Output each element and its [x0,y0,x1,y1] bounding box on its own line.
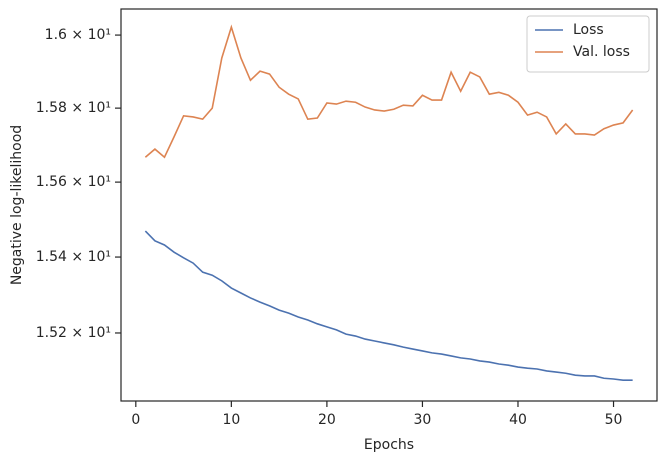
series-line [144,24,634,159]
legend-label: Loss [573,22,604,38]
x-tick-label: 30 [414,412,432,428]
legend-label: Val. loss [573,44,630,60]
x-tick-label: 10 [222,412,240,428]
y-tick-label: 1.58 × 10¹ [36,100,111,116]
y-tick-label: 1.56 × 10¹ [36,174,111,190]
y-axis-label: Negative log-likelihood [9,125,25,285]
y-tick-label: 1.54 × 10¹ [36,249,111,265]
series-line [144,230,633,381]
x-tick-label: 50 [605,412,623,428]
x-tick-label: 0 [131,412,140,428]
y-tick-label: 1.52 × 10¹ [36,325,111,341]
x-axis-label: Epochs [364,437,414,453]
y-tick-label: 1.6 × 10¹ [45,27,111,43]
x-tick-label: 20 [318,412,336,428]
x-tick-label: 40 [509,412,527,428]
plot-frame [120,8,658,402]
